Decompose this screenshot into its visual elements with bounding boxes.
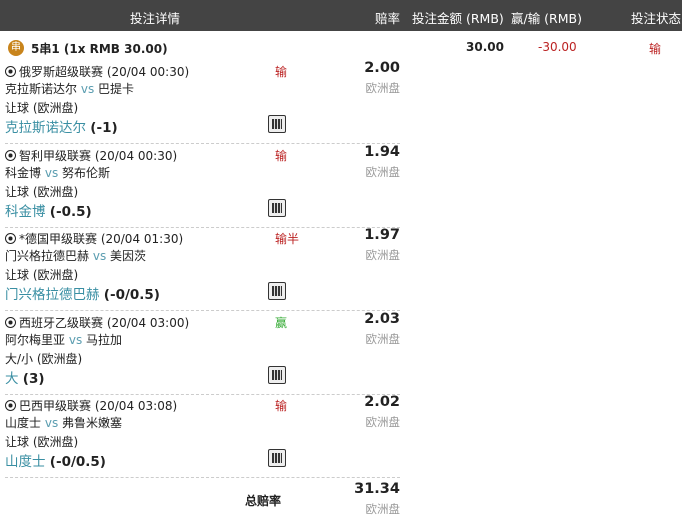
market-type: 让球 (欧洲盘) xyxy=(5,101,79,115)
away-team: 马拉加 xyxy=(86,332,123,347)
soccer-ball-icon xyxy=(5,66,16,77)
total-odds-value: 31.34 xyxy=(354,481,400,497)
bet-leg: 西班牙乙级联赛 (20/04 03:00) 阿尔梅里亚 vs 马拉加 大/小 (… xyxy=(5,311,400,395)
leg-odds: 1.94 xyxy=(364,143,400,160)
bet-leg: 巴西甲级联赛 (20/04 03:08) 山度士 vs 弗鲁米嫩塞 让球 (欧洲… xyxy=(5,394,400,478)
away-team: 美因茨 xyxy=(110,249,147,263)
vs-label: vs xyxy=(80,82,95,96)
match-teams: 克拉斯诺达尔 vs 巴提卡 xyxy=(5,80,134,97)
vs-label: vs xyxy=(44,416,59,430)
selection-team[interactable]: 大 xyxy=(5,370,19,387)
league-time: *德国甲级联赛 (20/04 01:30) xyxy=(19,232,184,246)
league-time: 巴西甲级联赛 (20/04 03:08) xyxy=(19,399,178,413)
selection-line: (-0/0.5) xyxy=(103,287,160,303)
col-status: 投注状态 xyxy=(631,11,682,26)
total-odds-label: 总赔率 xyxy=(245,494,282,508)
away-team: 弗鲁米嫩塞 xyxy=(62,416,123,430)
selection-team[interactable]: 门兴格拉德巴赫 xyxy=(5,287,100,303)
selection: 克拉斯诺达尔 (-1) xyxy=(5,116,118,136)
odds-type: 欧洲盘 xyxy=(365,331,401,346)
selection: 山度士 (-0/0.5) xyxy=(5,450,106,470)
selection: 门兴格拉德巴赫 (-0/0.5) xyxy=(5,283,160,303)
match-stats-icon[interactable] xyxy=(268,198,286,217)
col-details: 投注详情 xyxy=(130,11,181,26)
total-odds-type: 欧洲盘 xyxy=(365,502,401,516)
leg-odds: 2.00 xyxy=(364,60,400,76)
market-type: 让球 (欧洲盘) xyxy=(5,268,79,282)
selection: 科金博 (-0.5) xyxy=(5,200,92,220)
odds-type: 欧洲盘 xyxy=(365,164,401,179)
leg-odds: 2.03 xyxy=(364,310,400,327)
leg-result: 输 xyxy=(275,65,288,79)
selection: 大 (3) xyxy=(5,367,45,387)
vs-label: vs xyxy=(44,165,59,180)
odds-type: 欧洲盘 xyxy=(365,415,401,429)
selection-line: (3) xyxy=(22,370,45,387)
selection-line: (-0.5) xyxy=(49,203,92,220)
bet-status: 输 xyxy=(649,42,662,56)
home-team: 山度士 xyxy=(5,416,42,430)
match-teams: 阿尔梅里亚 vs 马拉加 xyxy=(5,331,122,348)
match-stats-icon[interactable] xyxy=(268,115,286,133)
selection-line: (-1) xyxy=(90,120,118,136)
odds-type: 欧洲盘 xyxy=(365,248,401,262)
total-odds-row: 总赔率 31.34 欧洲盘 xyxy=(5,478,400,517)
market-type: 让球 (欧洲盘) xyxy=(5,184,79,199)
parlay-summary: 串 5串1 (1x RMB 30.00) 30.00 -30.00 输 xyxy=(0,38,682,58)
soccer-ball-icon xyxy=(5,233,16,244)
league-time: 俄罗斯超级联赛 (20/04 00:30) xyxy=(19,65,190,79)
soccer-ball-icon xyxy=(5,316,16,328)
soccer-ball-icon xyxy=(5,149,16,161)
match-teams: 门兴格拉德巴赫 vs 美因茨 xyxy=(5,247,146,264)
leg-odds: 2.02 xyxy=(364,394,400,410)
vs-label: vs xyxy=(68,332,83,347)
col-odds: 赔率 xyxy=(375,11,401,26)
selection-team[interactable]: 克拉斯诺达尔 xyxy=(5,120,86,136)
bet-leg: 智利甲级联赛 (20/04 00:30) 科金博 vs 努布伦斯 让球 (欧洲盘… xyxy=(5,144,400,228)
selection-team[interactable]: 科金博 xyxy=(5,203,46,220)
leg-result: 输 xyxy=(275,148,288,163)
selection-line: (-0/0.5) xyxy=(49,454,106,470)
leg-result: 输半 xyxy=(275,232,300,246)
match-stats-icon[interactable] xyxy=(268,449,286,467)
league-time: 西班牙乙级联赛 (20/04 03:00) xyxy=(19,315,190,330)
away-team: 努布伦斯 xyxy=(62,165,111,180)
table-header: 投注详情 赔率 投注金额 (RMB) 赢/输 (RMB) 投注状态 xyxy=(0,0,682,31)
match-teams: 科金博 vs 努布伦斯 xyxy=(5,164,110,181)
selection-team[interactable]: 山度士 xyxy=(5,454,46,470)
stake-amount: 30.00 xyxy=(466,40,504,54)
leg-result: 输 xyxy=(275,399,288,413)
home-team: 科金博 xyxy=(5,165,42,180)
winloss-amount: -30.00 xyxy=(538,40,577,54)
odds-type: 欧洲盘 xyxy=(365,81,401,95)
match-teams: 山度士 vs 弗鲁米嫩塞 xyxy=(5,414,122,431)
match-stats-icon[interactable] xyxy=(268,282,286,300)
soccer-ball-icon xyxy=(5,400,16,411)
home-team: 阿尔梅里亚 xyxy=(5,332,66,347)
col-winloss: 赢/输 (RMB) xyxy=(511,11,582,26)
league-time: 智利甲级联赛 (20/04 00:30) xyxy=(19,148,178,163)
col-stake: 投注金额 (RMB) xyxy=(412,11,504,26)
home-team: 门兴格拉德巴赫 xyxy=(5,249,90,263)
vs-label: vs xyxy=(92,249,107,263)
market-type: 让球 (欧洲盘) xyxy=(5,435,79,449)
bet-leg: 俄罗斯超级联赛 (20/04 00:30) 克拉斯诺达尔 vs 巴提卡 让球 (… xyxy=(5,60,400,144)
away-team: 巴提卡 xyxy=(98,82,135,96)
leg-result: 赢 xyxy=(275,315,288,330)
bet-leg: *德国甲级联赛 (20/04 01:30) 门兴格拉德巴赫 vs 美因茨 让球 … xyxy=(5,227,400,311)
market-type: 大/小 (欧洲盘) xyxy=(5,351,83,366)
parlay-title: 5串1 (1x RMB 30.00) xyxy=(31,42,168,56)
parlay-badge-icon: 串 xyxy=(8,40,24,56)
home-team: 克拉斯诺达尔 xyxy=(5,82,78,96)
match-stats-icon[interactable] xyxy=(268,365,286,384)
leg-odds: 1.97 xyxy=(364,227,400,243)
